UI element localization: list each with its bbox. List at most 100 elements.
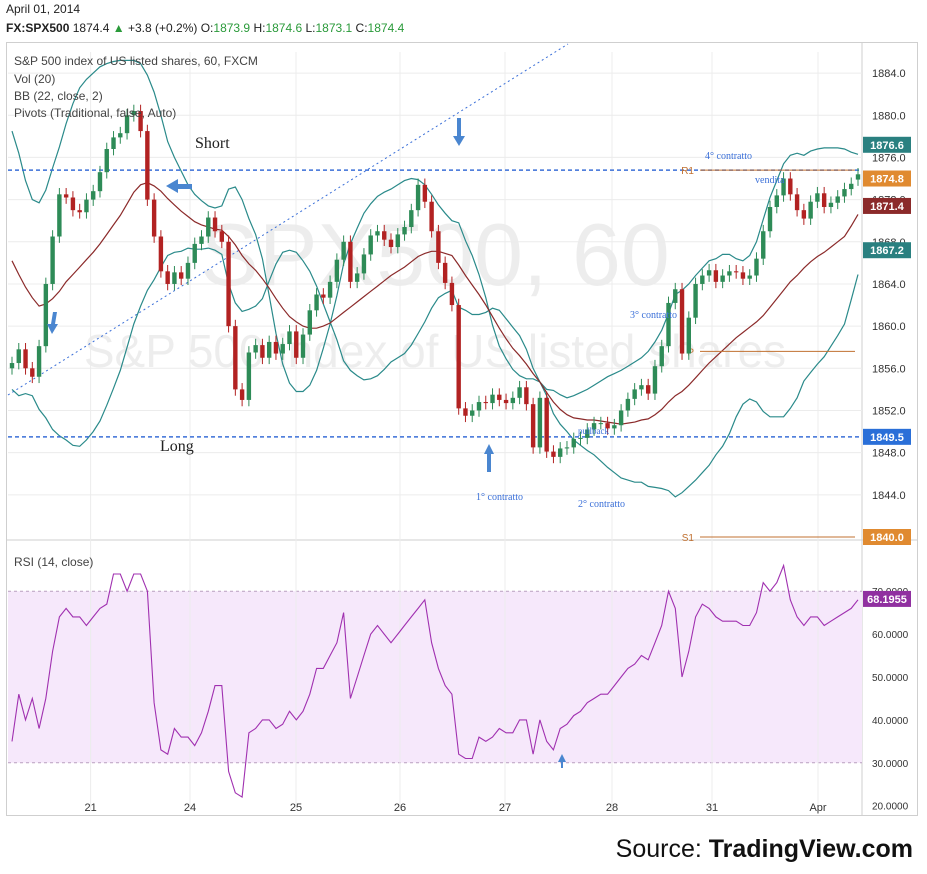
candle-body <box>855 174 861 180</box>
candle-body <box>693 283 698 318</box>
candle-body <box>9 363 15 369</box>
candle-body <box>585 429 590 438</box>
candle-body <box>16 349 21 364</box>
candle-body <box>233 326 238 390</box>
high-value: 1874.6 <box>265 21 303 35</box>
price-tick-label-2: 1852.0 <box>872 405 906 417</box>
last-price: 1874.4 <box>72 21 110 35</box>
candle-body <box>280 344 285 354</box>
legend-pivots[interactable]: Pivots (Traditional, false, Auto) <box>14 106 177 120</box>
candle-body <box>463 408 468 416</box>
candle-body <box>720 275 725 282</box>
candle-body <box>618 410 624 426</box>
axis-label-bb-lower: 1867.2 <box>870 245 904 257</box>
candle-body <box>63 194 69 198</box>
x-tick-label-3: 26 <box>394 802 406 814</box>
candle-body <box>354 273 360 282</box>
price-tick-label-8: 1876.0 <box>872 152 906 164</box>
symbol-name[interactable]: FX:SPX500 <box>6 21 70 35</box>
candle-body <box>334 259 340 282</box>
candle-body <box>43 283 49 347</box>
annotation-sell: vendita <box>755 175 785 186</box>
rsi-tick-label-0: 20.0000 <box>872 802 909 813</box>
annotation-2nd-contract: 2° contratto <box>578 499 625 510</box>
x-tick-label-2: 25 <box>290 802 302 814</box>
candle-body <box>442 262 448 283</box>
candle-body <box>429 201 434 232</box>
candle-body <box>165 271 170 284</box>
candle-body <box>226 241 231 327</box>
legend-bollinger[interactable]: BB (22, close, 2) <box>14 89 103 103</box>
legend-volume[interactable]: Vol (20) <box>14 72 56 86</box>
candle-body <box>706 270 712 276</box>
legend-rsi[interactable]: RSI (14, close) <box>14 555 94 569</box>
candle-body <box>104 149 109 173</box>
candle-body <box>449 282 455 306</box>
candle-body <box>801 210 807 219</box>
candle-body <box>395 234 400 248</box>
candle-body <box>368 235 373 255</box>
candle-body <box>23 349 28 369</box>
candle-body <box>530 404 536 448</box>
low-label: L: <box>305 21 316 35</box>
symbol-quote-line: FX:SPX500 1874.4 ▲ +3.8 (+0.2%) O:1873.9… <box>6 21 404 35</box>
candle-body <box>564 447 570 449</box>
candle-body <box>307 310 312 335</box>
candle-body <box>327 281 333 298</box>
candle-body <box>409 210 414 228</box>
bb-upper-line <box>11 59 859 399</box>
candle-body <box>212 217 218 232</box>
candle-body <box>77 210 82 213</box>
candle-body <box>30 368 35 377</box>
candle-body <box>767 206 773 232</box>
candle-body <box>788 178 793 195</box>
annotation-4th-contract: 4° contratto <box>705 151 752 162</box>
candle-body <box>503 399 509 404</box>
candle-body <box>375 231 380 236</box>
price-tick-label-1: 1848.0 <box>872 448 906 460</box>
candle-body <box>402 227 407 235</box>
sell-arrow-icon <box>453 118 465 146</box>
axis-label-bb-lower-bg <box>863 242 911 259</box>
rsi-band-fill <box>8 591 862 763</box>
low-value: 1873.1 <box>315 21 353 35</box>
candle-body <box>260 345 265 358</box>
close-value: 1874.4 <box>367 21 405 35</box>
x-tick-label-4: 27 <box>499 802 511 814</box>
annotation-3rd-contract: 3° contratto <box>630 310 677 321</box>
pivot-label-R1: R1 <box>681 166 694 177</box>
short-arrow-icon <box>166 179 192 193</box>
candle-body <box>835 196 840 203</box>
candle-body <box>111 137 116 149</box>
candle-body <box>727 271 732 276</box>
candle-body <box>300 334 306 358</box>
axis-label-basis: 1871.4 <box>870 201 905 213</box>
open-label: O: <box>200 21 214 35</box>
axis-label-bb-upper: 1876.6 <box>870 140 904 152</box>
candle-body <box>239 389 245 400</box>
candle-body <box>537 397 543 448</box>
candle-body <box>666 302 671 347</box>
candle-body <box>733 271 739 273</box>
candle-body <box>591 423 597 430</box>
axis-label-s1: 1840.0 <box>870 532 904 544</box>
candle-body <box>571 438 576 448</box>
candle-body <box>774 195 779 207</box>
candle-body <box>652 366 658 394</box>
candle-body <box>138 111 143 132</box>
candle-body <box>179 272 184 279</box>
candle-body <box>36 346 42 377</box>
candle-body <box>253 345 258 353</box>
candle-body <box>524 387 529 405</box>
rsi-tick-label-1: 30.0000 <box>872 759 909 770</box>
legend-symbol[interactable]: S&P 500 index of US listed shares, 60, F… <box>14 54 258 68</box>
candle-body <box>605 423 610 429</box>
close-label: C: <box>355 21 368 35</box>
rsi-up-arrow-icon <box>558 754 566 768</box>
price-tick-label-5: 1864.0 <box>872 279 906 291</box>
candle-body <box>490 394 495 404</box>
price-tick-label-0: 1844.0 <box>872 490 906 502</box>
candle-body <box>382 231 387 240</box>
candle-body <box>192 243 197 263</box>
